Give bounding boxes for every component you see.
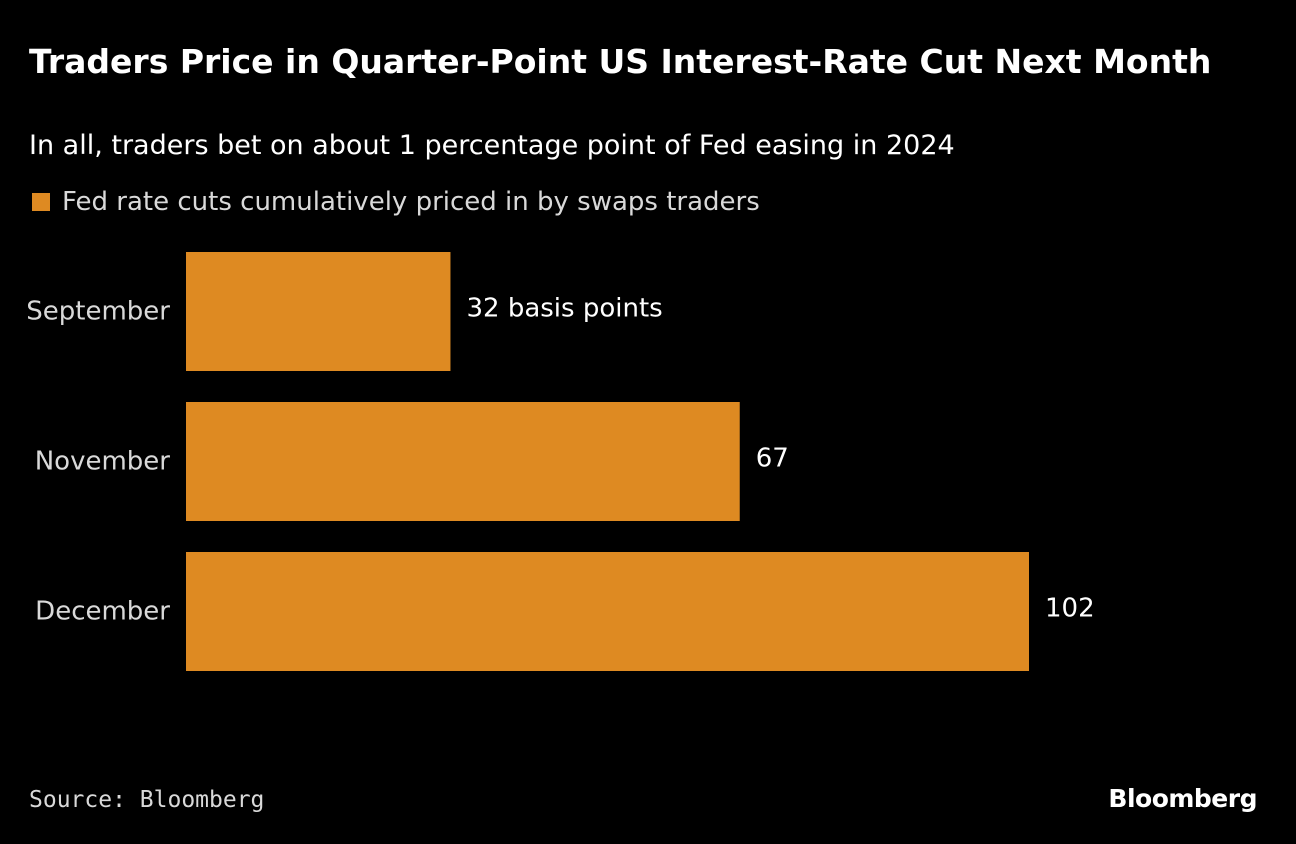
data-label-september: 32 basis points (466, 294, 662, 324)
data-label-november: 67 (756, 444, 789, 474)
legend: Fed rate cuts cumulatively priced in by … (32, 185, 760, 219)
data-label-december: 102 (1045, 594, 1095, 624)
source-note: Source: Bloomberg (29, 787, 265, 813)
bar-december (186, 552, 1029, 671)
category-label-november: November (35, 447, 171, 477)
legend-swatch (32, 193, 50, 211)
bloomberg-logo: Bloomberg (1108, 784, 1257, 813)
bar-september (186, 252, 451, 371)
legend-label: Fed rate cuts cumulatively priced in by … (62, 187, 760, 217)
category-label-september: September (26, 297, 170, 327)
chart-title: Traders Price in Quarter-Point US Intere… (29, 42, 1212, 81)
bar-november (186, 402, 740, 521)
chart-subtitle: In all, traders bet on about 1 percentag… (29, 130, 955, 161)
category-label-december: December (35, 597, 170, 627)
